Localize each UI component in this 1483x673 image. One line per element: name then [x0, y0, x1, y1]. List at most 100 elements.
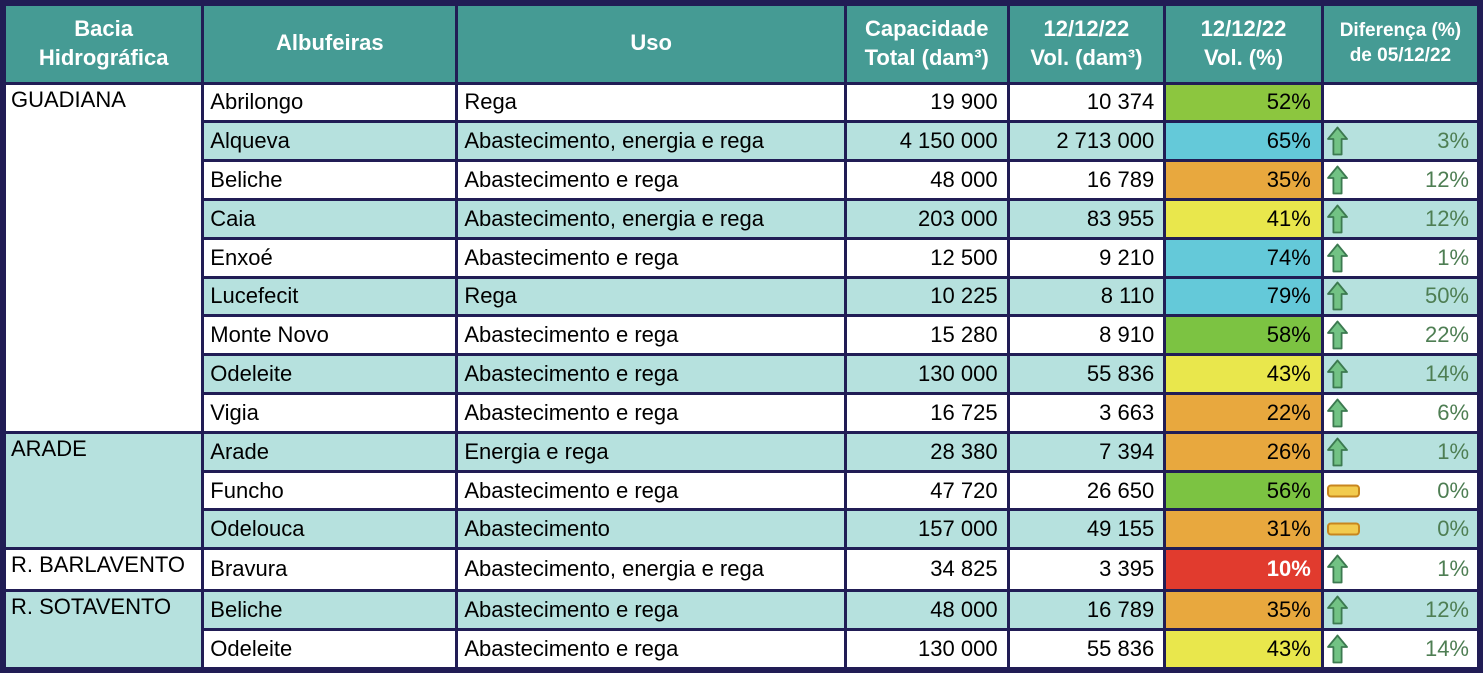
up-arrow-icon: [1326, 165, 1348, 195]
volume-cell: 83 955: [1006, 197, 1167, 240]
table-row: ARADE Arade Energia e rega 28 380 7 394 26% 1%: [1, 430, 1482, 551]
volume-cell: 16 789: [1006, 159, 1167, 201]
up-arrow-icon: [1326, 595, 1348, 625]
reservoir-cell: Funcho: [201, 469, 459, 512]
diff-value: 14%: [1424, 635, 1469, 661]
up-arrow-icon: [1326, 165, 1348, 195]
capacity-cell: 19 900: [843, 81, 1010, 124]
diff-cell: 3%: [1320, 120, 1482, 163]
volume-cell: 9 210: [1006, 236, 1167, 279]
volume-cell: 26 650: [1006, 469, 1167, 512]
diff-cell: 1%: [1320, 547, 1482, 592]
capacity-cell: 28 380: [843, 430, 1010, 473]
up-arrow-icon: [1326, 320, 1348, 350]
up-arrow-icon: [1326, 204, 1348, 234]
capacity-cell: 48 000: [843, 588, 1010, 631]
reservoir-cell: Bravura: [201, 547, 459, 592]
volume-cell: 3 663: [1006, 392, 1167, 434]
reservoir-cell: Caia: [201, 197, 459, 240]
up-arrow-icon: [1326, 555, 1348, 584]
table-row: Funcho Abastecimento e rega 47 720 26 650 56…: [3, 469, 1482, 512]
diff-cell: 1%: [1320, 236, 1482, 279]
diff-cell: 12%: [1320, 588, 1482, 631]
table-row: R. SOTAVENTO Beliche Abastecimento e rega 4…: [1, 588, 1482, 672]
flat-dash-icon: [1326, 522, 1360, 536]
table-row: Alqueva Abastecimento, energia e rega 4 15…: [3, 120, 1482, 163]
table-body: GUADIANA Abrilongo Rega 19 900 10 374 52% Alqu…: [1, 81, 1482, 672]
use-cell: Rega: [455, 275, 847, 318]
diff-value: 12%: [1424, 167, 1469, 193]
up-arrow-icon: [1326, 126, 1348, 156]
table-row: Caia Abastecimento, energia e rega 203 000…: [3, 197, 1482, 240]
use-cell: Abastecimento, energia e rega: [455, 197, 847, 240]
volume-cell: 3 395: [1006, 547, 1167, 592]
volume-cell: 8 110: [1006, 275, 1167, 318]
diff-value: 0%: [1437, 516, 1469, 542]
reservoir-cell: Abrilongo: [201, 81, 459, 124]
header-basin: Bacia Hidrográfica: [1, 1, 205, 85]
volume-pct-cell: 43%: [1163, 627, 1324, 672]
reservoir-cell: Vigia: [201, 392, 459, 434]
header-volume-pct: 12/12/22 Vol. (%): [1163, 1, 1324, 85]
basin-cell: R. BARLAVENTO: [1, 547, 205, 592]
diff-cell: 22%: [1320, 314, 1482, 357]
table-row: Beliche Abastecimento e rega 48 000 16 789 3…: [3, 159, 1482, 201]
diff-cell: 0%: [1320, 508, 1482, 551]
diff-cell: 12%: [1320, 159, 1482, 201]
header-capacity: Capacidade Total (dam³): [843, 1, 1010, 85]
use-cell: Abastecimento e rega: [455, 469, 847, 512]
diff-value: 12%: [1424, 205, 1469, 231]
table-row: Odeleite Abastecimento e rega 130 000 55 83…: [3, 353, 1482, 395]
up-arrow-icon: [1326, 634, 1348, 664]
volume-pct-cell: 10%: [1163, 547, 1324, 592]
up-arrow-icon: [1326, 437, 1348, 467]
diff-value: 1%: [1437, 556, 1469, 582]
volume-pct-cell: 35%: [1163, 159, 1324, 201]
volume-cell: 16 789: [1006, 588, 1167, 631]
volume-pct-cell: 56%: [1163, 469, 1324, 512]
reservoir-cell: Beliche: [201, 588, 459, 631]
use-cell: Abastecimento e rega: [455, 627, 847, 672]
diff-value: 0%: [1437, 477, 1469, 503]
use-cell: Abastecimento, energia e rega: [455, 547, 847, 592]
capacity-cell: 34 825: [843, 547, 1010, 592]
use-cell: Abastecimento e rega: [455, 236, 847, 279]
table-header: Bacia Hidrográfica Albufeiras Uso Capaci…: [1, 1, 1482, 85]
volume-pct-cell: 41%: [1163, 197, 1324, 240]
header-diff: Diferença (%) de 05/12/22: [1320, 1, 1482, 85]
table-row: Monte Novo Abastecimento e rega 15 280 8 91…: [3, 314, 1482, 357]
up-arrow-icon: [1326, 398, 1348, 428]
volume-pct-cell: 43%: [1163, 353, 1324, 395]
basin-cell: ARADE: [1, 430, 205, 551]
volume-cell: 55 836: [1006, 627, 1167, 672]
header-volume-line1: 12/12/22: [1043, 16, 1130, 42]
up-arrow-icon: [1326, 126, 1348, 156]
table-row: Enxoé Abastecimento e rega 12 500 9 210 74% 1…: [3, 236, 1482, 279]
use-cell: Abastecimento e rega: [455, 353, 847, 395]
use-cell: Abastecimento, energia e rega: [455, 120, 847, 163]
up-arrow-icon: [1326, 634, 1348, 664]
up-arrow-icon: [1326, 555, 1348, 584]
diff-value: 14%: [1424, 361, 1469, 387]
volume-cell: 55 836: [1006, 353, 1167, 395]
diff-value: 12%: [1424, 596, 1469, 622]
volume-pct-cell: 74%: [1163, 236, 1324, 279]
volume-cell: 10 374: [1006, 81, 1167, 124]
use-cell: Abastecimento e rega: [455, 314, 847, 357]
up-arrow-icon: [1326, 320, 1348, 350]
diff-value: 1%: [1437, 438, 1469, 464]
header-volume-line2: Vol. (dam³): [1030, 44, 1143, 70]
volume-pct-cell: 35%: [1163, 588, 1324, 631]
up-arrow-icon: [1326, 243, 1348, 273]
header-volume-pct-line1: 12/12/22: [1200, 16, 1287, 42]
capacity-cell: 4 150 000: [843, 120, 1010, 163]
header-volume: 12/12/22 Vol. (dam³): [1006, 1, 1167, 85]
capacity-cell: 47 720: [843, 469, 1010, 512]
use-cell: Energia e rega: [455, 430, 847, 473]
reservoir-cell: Odeleite: [201, 353, 459, 395]
basin-cell: GUADIANA: [1, 81, 205, 434]
table-row: Odeleite Abastecimento e rega 130 000 55 83…: [3, 627, 1482, 672]
table-row: Vigia Abastecimento e rega 16 725 3 663 22% 6…: [3, 392, 1482, 434]
